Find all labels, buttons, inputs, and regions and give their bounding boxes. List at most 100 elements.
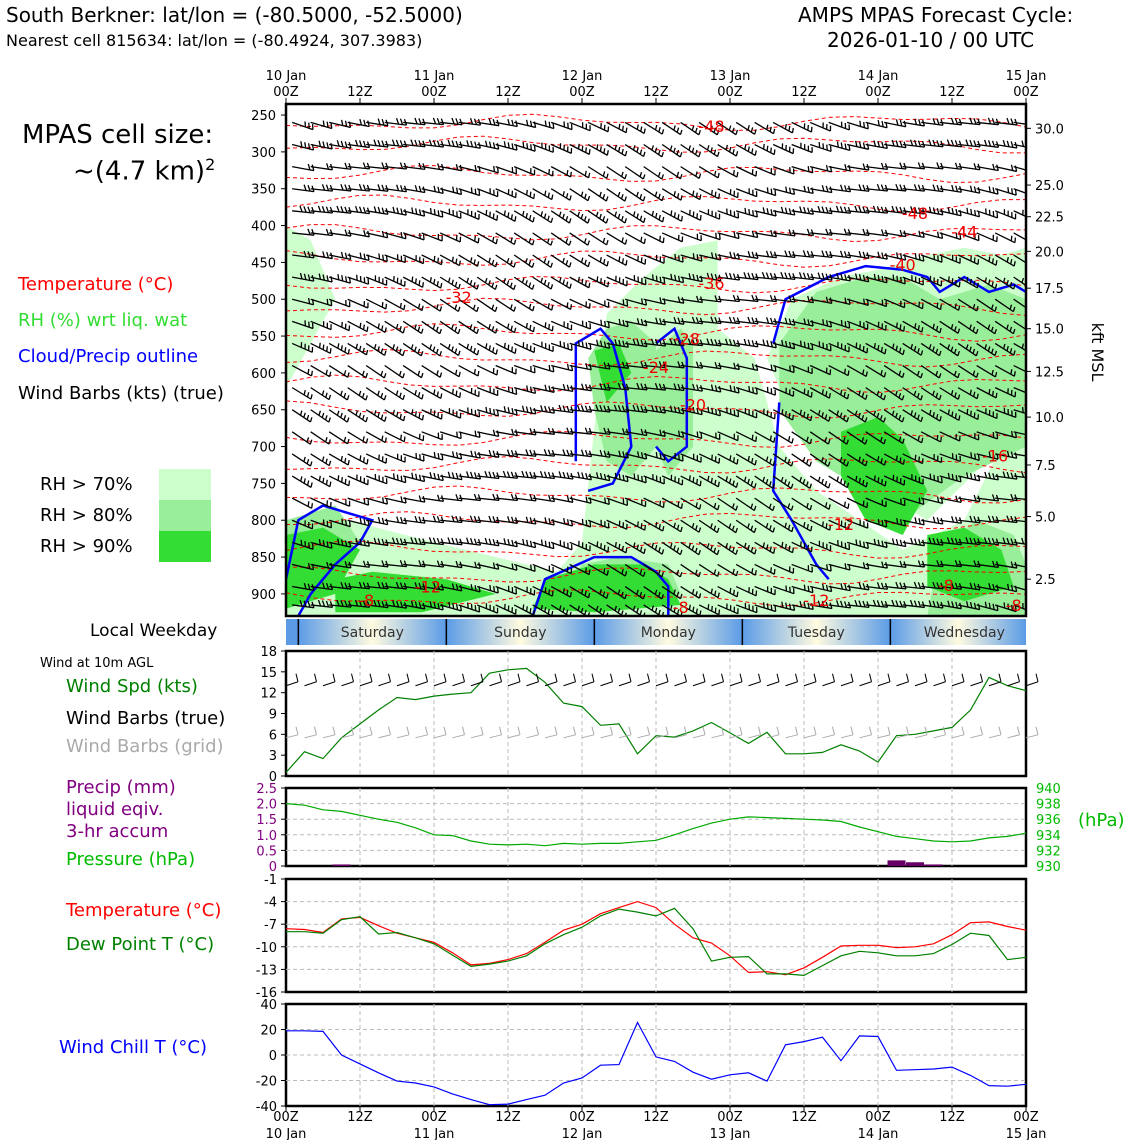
wind-barb-flag — [585, 520, 588, 526]
surface-wind-barb-true — [729, 681, 743, 687]
wind-barb-flag — [988, 602, 991, 609]
wind-barb-flag — [636, 191, 639, 197]
wind-barb-flag — [899, 519, 903, 525]
wind-barb-flag — [363, 230, 367, 237]
wind-barb-flag — [821, 412, 824, 418]
wind-barb-flag — [565, 193, 569, 199]
wind-barb — [662, 298, 684, 304]
wind-barb-flag — [858, 412, 861, 418]
wind-barb-flag — [531, 284, 535, 290]
wind-barb — [902, 604, 925, 609]
wind-barb — [939, 563, 962, 568]
wind-barb-flag — [913, 412, 917, 418]
wind-barb — [957, 320, 977, 335]
wind-barb-flag — [362, 347, 365, 353]
wind-barb-flag — [679, 129, 683, 135]
wind-barb-flag — [902, 349, 905, 355]
surface-wind-barb-true-flag — [499, 673, 502, 682]
wind-barb-flag — [457, 328, 461, 334]
wind-barb — [643, 276, 665, 285]
wind-barb-flag — [492, 347, 495, 353]
surface-wind-barb-grid — [322, 734, 336, 739]
wind-barb-flag — [599, 213, 602, 219]
wind-barb-flag — [569, 283, 572, 289]
wind-barb-flag — [606, 570, 609, 576]
wind-barb-flag — [917, 582, 922, 589]
wind-barb-flag — [489, 407, 492, 414]
wind-barb — [735, 166, 757, 177]
wind-barb — [514, 453, 537, 457]
wind-barb — [439, 604, 462, 612]
wind-barb-flag — [959, 496, 962, 503]
wind-barb-flag — [728, 272, 733, 280]
wind-barb — [347, 519, 370, 527]
wind-barb — [365, 431, 386, 444]
wind-barb-flag — [414, 117, 418, 125]
wind-barb — [921, 585, 944, 590]
wind-barb — [884, 165, 907, 170]
wind-barb-flag — [513, 262, 517, 268]
wind-barb-flag — [975, 328, 979, 334]
wind-barb — [366, 121, 389, 127]
wind-barb-flag — [511, 428, 515, 436]
wind-barb — [828, 364, 849, 377]
wind-barb — [384, 453, 406, 463]
wind-barb — [902, 431, 923, 444]
wind-barb-flag — [807, 207, 811, 214]
height-tick-label: 2.5 — [1035, 573, 1056, 588]
wind-barb-flag — [551, 472, 556, 479]
wind-barb-flag — [803, 601, 807, 608]
wind-barb — [292, 165, 314, 172]
wind-barb — [532, 232, 552, 246]
wind-barb — [347, 121, 370, 128]
wind-barb-flag — [469, 515, 474, 522]
wind-barb-flag — [384, 327, 387, 333]
wind-barb — [477, 497, 500, 501]
wind-barb — [828, 585, 851, 592]
wind-barb-flag — [433, 209, 436, 215]
wind-barb-flag — [402, 373, 405, 379]
wind-barb-flag — [743, 338, 747, 346]
wind-barb-flag — [658, 547, 661, 553]
surface-wind-barb-true-flag — [591, 673, 595, 682]
wind-barb — [994, 188, 1017, 196]
wind-barb-flag — [692, 253, 695, 259]
wind-barb-flag — [862, 274, 866, 282]
wind-barb-flag — [309, 417, 313, 423]
wind-barb-flag — [362, 600, 367, 608]
wind-barb — [440, 541, 463, 546]
wind-barb-flag — [336, 205, 340, 213]
wind-barb — [625, 342, 648, 348]
wind-barb-flag — [488, 538, 492, 545]
wind-barb-flag — [303, 389, 306, 396]
wind-barb — [791, 409, 812, 422]
wind-barb-flag — [607, 281, 610, 287]
wind-barb — [772, 475, 792, 489]
wind-barb-flag — [632, 338, 636, 346]
wind-barb-flag — [366, 184, 371, 192]
wind-barb-flag — [718, 609, 721, 615]
wind-barb-flag — [510, 304, 513, 310]
wind-barb — [680, 431, 702, 440]
wind-barb-flag — [543, 213, 547, 219]
wind-barb-flag — [995, 516, 1000, 523]
wind-barb-flag — [543, 258, 547, 264]
wind-barb-flag — [470, 584, 473, 591]
wind-barb-flag — [440, 393, 443, 399]
wind-barb-flag — [399, 140, 404, 147]
wind-barb-flag — [636, 318, 640, 325]
wind-barb — [846, 298, 869, 307]
wind-barb — [883, 387, 903, 401]
wind-barb-flag — [655, 522, 658, 528]
wind-barb-flag — [1006, 257, 1009, 263]
surface-wind-barb-true-flag — [758, 673, 761, 682]
wind-barb-flag — [966, 408, 969, 415]
wind-barb-flag — [1009, 326, 1013, 332]
wind-barb-flag — [303, 478, 306, 484]
wind-barb-flag — [621, 568, 624, 575]
wind-barb-flag — [714, 590, 717, 596]
wind-barb — [717, 364, 740, 371]
wind-barb-flag — [491, 259, 495, 265]
wind-barb-flag — [418, 185, 422, 192]
wind-barb-flag — [603, 473, 607, 480]
